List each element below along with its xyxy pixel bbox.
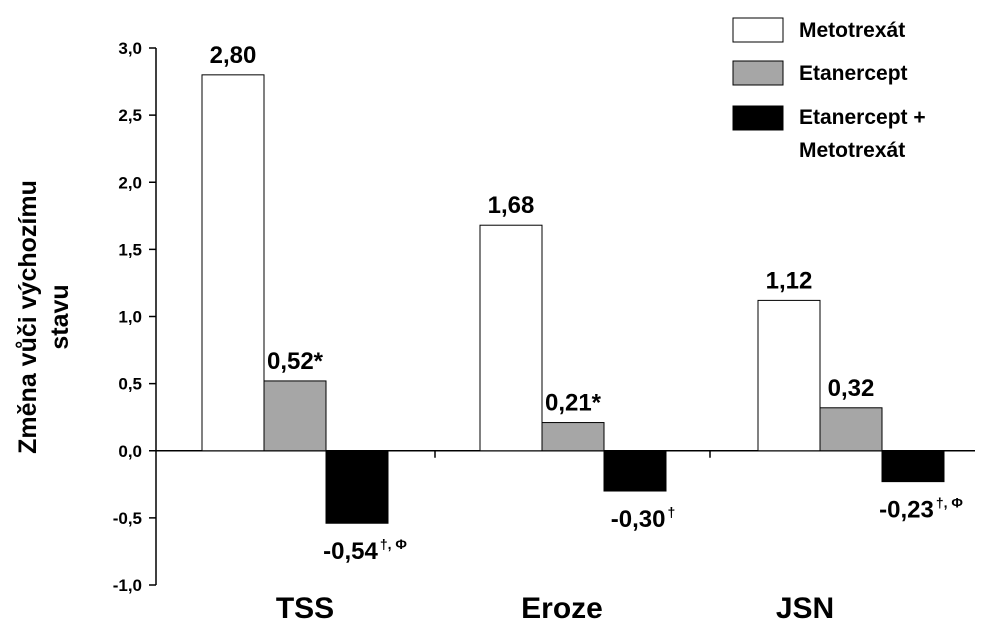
bars <box>201 74 945 524</box>
bar <box>881 450 945 483</box>
y-axis-title: Změna vůči výchozímu stavu <box>14 180 74 454</box>
y-tick-label: 1,0 <box>118 308 142 327</box>
y-tick-label: -1,0 <box>113 576 142 595</box>
legend-label: Etanercept <box>799 62 908 85</box>
legend-swatch <box>732 17 784 43</box>
y-tick-label: 0,0 <box>118 442 142 461</box>
y-tick-label: 3,0 <box>118 39 142 58</box>
legend-label: Etanercept + <box>799 106 926 129</box>
legend-swatch <box>732 105 784 131</box>
data-label: 0,52* <box>267 348 324 375</box>
y-tick-label: -0,5 <box>113 509 142 528</box>
category-label: Eroze <box>521 592 603 623</box>
data-label: 1,12 <box>766 267 813 294</box>
category-label: JSN <box>776 592 834 623</box>
legend-label: Metotrexát <box>799 19 905 42</box>
legend-label: Metotrexát <box>799 139 905 162</box>
bar <box>541 422 605 452</box>
y-tick-label: 1,5 <box>118 240 142 259</box>
y-tick-label: 0,5 <box>118 375 142 394</box>
bar <box>263 380 327 452</box>
data-label: 0,32 <box>828 375 875 402</box>
data-label: 1,68 <box>488 192 535 219</box>
data-label: 2,80 <box>210 42 257 69</box>
bar <box>201 74 265 452</box>
data-label: -0,30 † <box>611 504 676 533</box>
legend-swatch <box>732 60 784 86</box>
y-tick-label: 2,0 <box>118 173 142 192</box>
data-label: 0,21* <box>545 390 602 417</box>
bar <box>479 224 543 452</box>
data-label: -0,54 †, Φ <box>323 536 407 565</box>
data-labels: 2,80 1,68 1,12 0,52* 0,21* 0,32 -0,54 †, Φ -0,30… <box>210 42 964 565</box>
legend: Metotrexát Etanercept Etanercept + Metotrex… <box>732 17 926 162</box>
bar <box>603 450 667 492</box>
data-label: -0,23 †, Φ <box>879 495 963 524</box>
y-tick-label: 2,5 <box>118 106 142 125</box>
bar <box>819 407 883 452</box>
bar <box>325 450 389 524</box>
category-labels: TSS Eroze JSN <box>276 592 834 623</box>
y-axis-label: Změna vůči výchozímu stavu <box>14 180 74 454</box>
category-label: TSS <box>276 592 334 623</box>
bar <box>757 299 821 452</box>
